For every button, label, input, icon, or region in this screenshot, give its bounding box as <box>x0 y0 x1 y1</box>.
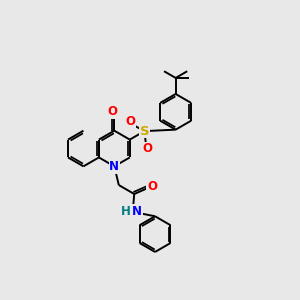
Text: O: O <box>125 115 135 128</box>
Text: N: N <box>132 205 142 218</box>
Text: O: O <box>143 142 153 155</box>
Text: O: O <box>147 180 157 193</box>
Text: N: N <box>109 160 119 173</box>
Text: S: S <box>140 124 149 138</box>
Text: O: O <box>108 106 118 118</box>
Text: H: H <box>121 205 131 218</box>
